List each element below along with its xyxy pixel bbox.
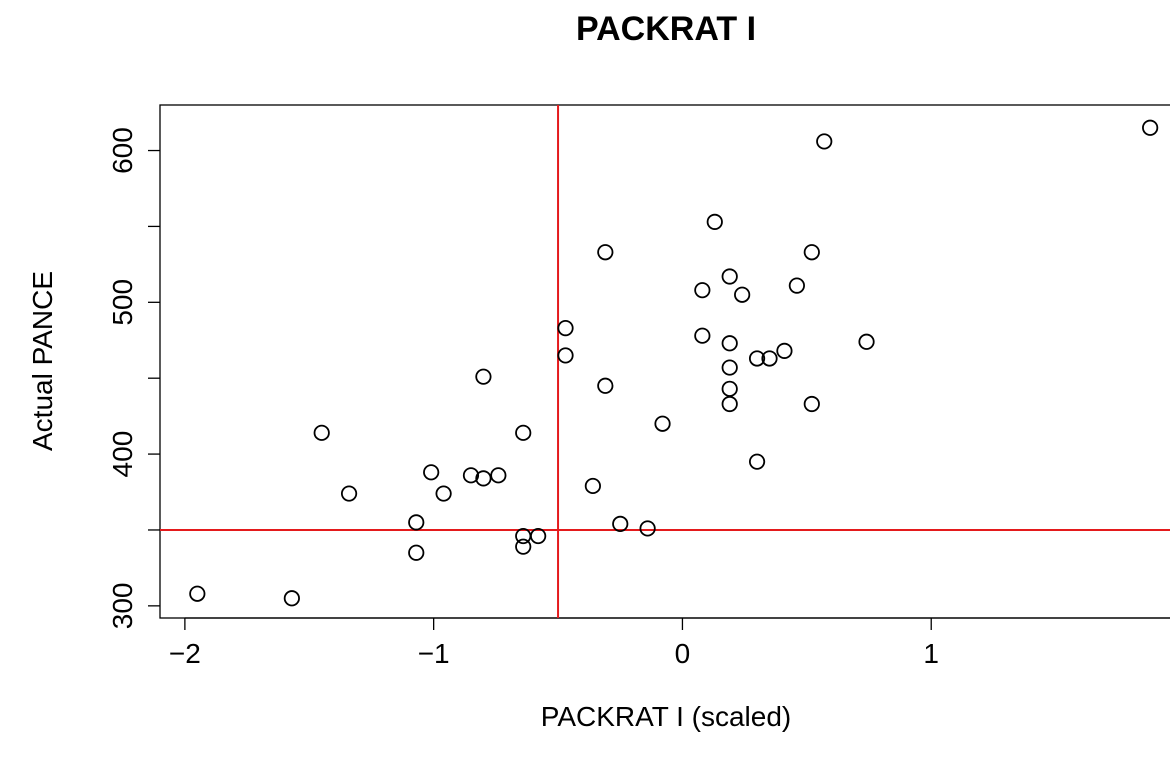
x-axis-label: PACKRAT I (scaled) [541,701,792,732]
x-tick-label: −2 [169,638,201,669]
data-point [597,244,614,261]
data-point [435,485,452,502]
data-point [761,350,778,367]
data-point [706,213,723,230]
data-point [313,424,330,441]
data-points [189,119,1159,607]
data-point [490,467,507,484]
data-point [721,359,738,376]
data-point [816,133,833,150]
x-tick-label: 0 [675,638,691,669]
data-point [423,464,440,481]
data-point [748,350,766,367]
reference-lines [160,105,1170,618]
y-tick-label: 600 [107,127,138,174]
data-point [721,268,738,285]
data-point [803,395,820,413]
data-point [1142,119,1159,136]
x-tick-label: −1 [418,638,450,669]
data-point [721,380,738,397]
data-point [475,368,492,385]
data-point [584,477,601,495]
data-point [654,415,671,432]
y-tick-label: 500 [107,279,138,326]
x-axis: −2−1012 [169,617,1170,669]
data-point [515,424,532,441]
data-point [803,244,820,261]
data-point [557,347,574,364]
data-point [597,377,614,394]
data-point [475,470,492,487]
data-point [734,286,751,303]
data-point [530,527,547,545]
data-point [788,277,805,294]
data-point [408,514,425,531]
data-point [283,590,300,607]
data-point [776,342,793,359]
data-point [340,485,358,502]
plot-frame [159,104,1170,619]
x-tick-label: 1 [923,638,939,669]
y-axis-label: Actual PANCE [27,271,58,451]
data-point [462,467,480,484]
data-point [694,327,711,344]
data-point [408,544,425,561]
data-point [515,538,532,555]
y-tick-label: 300 [107,582,138,629]
data-point [721,335,738,352]
data-point [748,453,766,470]
data-point [189,585,206,602]
data-point [721,395,738,413]
y-tick-label: 400 [107,431,138,478]
data-point [858,333,875,350]
data-point [694,282,711,299]
data-point [612,515,629,532]
chart-title: PACKRAT I [576,10,756,48]
data-point [639,520,656,537]
y-axis: 300 400 500 600 [107,127,160,629]
data-point [557,320,574,337]
